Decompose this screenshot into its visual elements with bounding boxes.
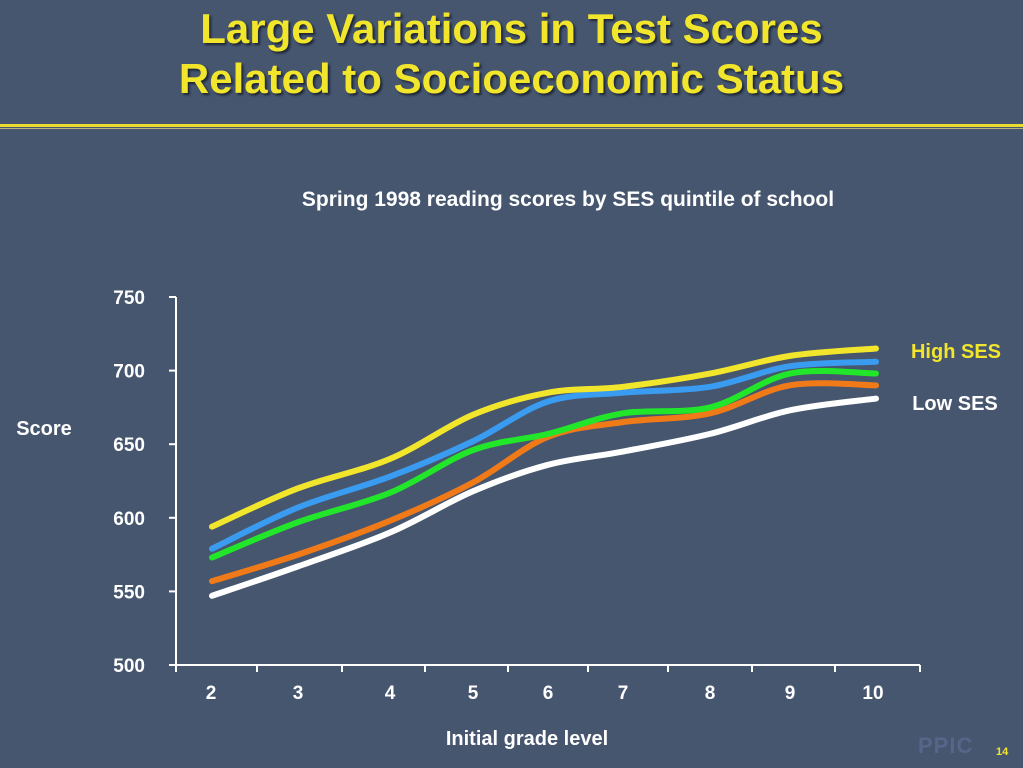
legend-low-ses: Low SES xyxy=(912,393,998,415)
ppic-logo: PPIC xyxy=(918,733,974,758)
x-axis-label: Initial grade level xyxy=(446,728,608,750)
axes: 500 550 600 650 700 750 2 3 4 5 6 7 8 9 10 xyxy=(113,288,921,704)
y-tick-label: 650 xyxy=(113,435,145,456)
y-tick-label: 600 xyxy=(113,509,145,530)
series-line xyxy=(209,395,879,599)
x-tick-label: 3 xyxy=(293,683,304,704)
title-line-2: Related to Socioeconomic Status xyxy=(178,55,845,102)
title-line-1: Large Variations in Test Scores xyxy=(200,5,823,52)
series-line xyxy=(209,345,879,530)
y-axis-label: Score xyxy=(16,418,72,440)
x-tick-label: 9 xyxy=(785,683,796,704)
series-layer xyxy=(209,345,879,599)
x-tick-label: 7 xyxy=(618,683,629,704)
legend-high-ses: High SES xyxy=(911,341,1001,363)
chart-title: Spring 1998 reading scores by SES quinti… xyxy=(302,188,834,211)
x-tick-label: 8 xyxy=(705,683,716,704)
y-tick-label: 550 xyxy=(113,582,145,603)
x-tick-label: 4 xyxy=(385,683,396,704)
x-tick-label: 5 xyxy=(468,683,479,704)
page-number: 14 xyxy=(996,746,1009,758)
slide-title: Large Variations in Test Scores Related … xyxy=(0,4,1023,104)
x-tick-label: 2 xyxy=(206,683,217,704)
x-tick-label: 10 xyxy=(862,683,883,704)
series-line xyxy=(209,358,879,552)
y-tick-label: 750 xyxy=(113,288,145,309)
series-line xyxy=(209,368,879,561)
y-tick-label: 500 xyxy=(113,656,145,677)
x-tick-label: 6 xyxy=(543,683,554,704)
title-divider-shadow xyxy=(0,128,1023,129)
title-divider xyxy=(0,124,1023,127)
y-tick-label: 700 xyxy=(113,362,145,383)
